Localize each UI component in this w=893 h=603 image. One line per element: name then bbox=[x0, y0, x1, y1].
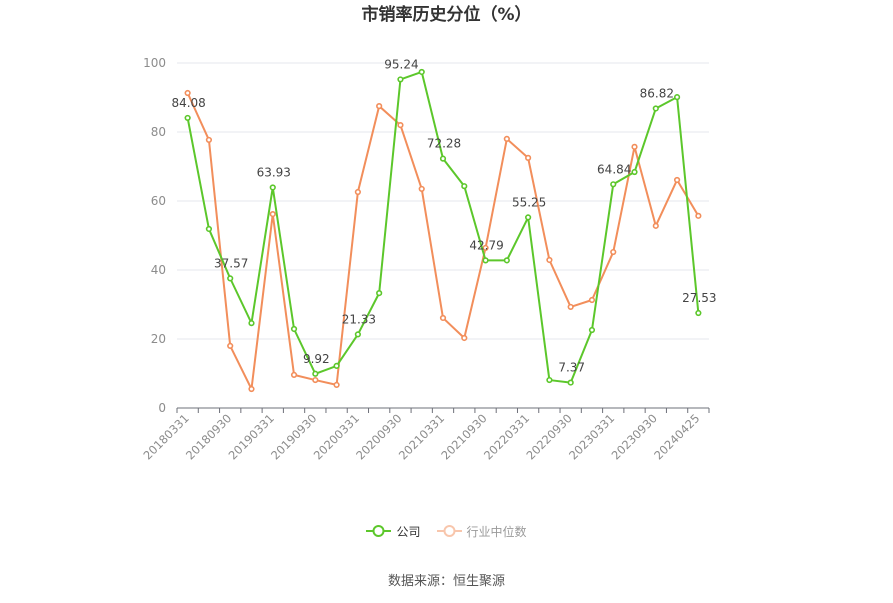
data-point[interactable] bbox=[248, 385, 255, 393]
y-tick-label: 40 bbox=[151, 263, 166, 277]
data-point[interactable] bbox=[588, 296, 596, 304]
y-tick-label: 60 bbox=[151, 194, 166, 208]
data-point[interactable] bbox=[227, 342, 234, 350]
line-chart: 0 20 40 60 80 100 2018033120180930201903312019… bbox=[140, 56, 716, 463]
data-point[interactable] bbox=[631, 168, 638, 176]
data-point[interactable] bbox=[652, 222, 659, 229]
data-point[interactable] bbox=[546, 376, 553, 384]
data-label: 63.93 bbox=[257, 165, 291, 179]
data-point[interactable] bbox=[184, 89, 191, 97]
x-axis: 2018033120180930201903312019093020200331… bbox=[140, 407, 710, 463]
y-tick-label: 80 bbox=[151, 125, 166, 139]
data-point[interactable] bbox=[673, 176, 681, 184]
data-point[interactable] bbox=[567, 303, 574, 311]
data-label: 64.84 bbox=[597, 162, 631, 176]
data-point[interactable] bbox=[482, 257, 489, 264]
data-point[interactable] bbox=[525, 154, 532, 161]
data-label: 37.57 bbox=[214, 256, 248, 270]
data-point[interactable] bbox=[439, 314, 447, 322]
data-point[interactable] bbox=[397, 76, 404, 83]
y-tick-label: 100 bbox=[143, 56, 166, 70]
data-point[interactable] bbox=[631, 143, 638, 150]
data-point[interactable] bbox=[333, 381, 340, 388]
data-point[interactable] bbox=[695, 212, 702, 219]
series-line bbox=[186, 70, 700, 384]
legend-line-circle-icon bbox=[366, 525, 392, 537]
data-point[interactable] bbox=[397, 121, 404, 129]
data-point[interactable] bbox=[673, 94, 681, 101]
data-point[interactable] bbox=[248, 320, 255, 327]
data-point[interactable] bbox=[290, 325, 298, 333]
x-tick-label: 20240425 bbox=[651, 411, 702, 462]
data-source-note: 数据来源：恒生聚源 bbox=[387, 574, 505, 589]
data-point[interactable] bbox=[482, 244, 489, 252]
data-label: 72.28 bbox=[427, 137, 461, 151]
data-point[interactable] bbox=[461, 183, 468, 190]
data-labels: 84.08 37.57 63.93 9.92 21.33 95.24 72.28 42.79 5… bbox=[171, 57, 716, 374]
data-label: 86.82 bbox=[640, 86, 674, 100]
data-point[interactable] bbox=[333, 362, 340, 370]
data-point[interactable] bbox=[503, 257, 510, 264]
legend-item-company[interactable]: 公司 bbox=[366, 521, 421, 541]
data-point[interactable] bbox=[269, 211, 276, 218]
data-label: 55.25 bbox=[512, 195, 546, 209]
y-gridlines bbox=[177, 62, 709, 340]
series-industry-median bbox=[184, 89, 702, 393]
y-axis: 0 20 40 60 80 100 bbox=[143, 56, 166, 415]
data-point[interactable] bbox=[312, 370, 319, 377]
data-point[interactable] bbox=[503, 135, 510, 142]
data-point[interactable] bbox=[525, 214, 532, 221]
data-point[interactable] bbox=[610, 181, 617, 188]
data-label: 27.53 bbox=[682, 291, 716, 305]
data-point[interactable] bbox=[184, 114, 191, 122]
data-point[interactable] bbox=[439, 155, 447, 162]
data-point[interactable] bbox=[652, 105, 659, 112]
legend-label-industry-median: 行业中位数 bbox=[466, 524, 527, 539]
data-point[interactable] bbox=[290, 371, 298, 378]
data-label: 42.79 bbox=[469, 238, 503, 252]
data-point[interactable] bbox=[354, 188, 361, 196]
data-point[interactable] bbox=[205, 225, 213, 233]
data-label: 21.33 bbox=[342, 312, 376, 326]
data-point[interactable] bbox=[588, 326, 596, 334]
data-point[interactable] bbox=[227, 275, 234, 282]
data-label: 95.24 bbox=[384, 57, 418, 71]
data-point[interactable] bbox=[610, 248, 617, 256]
data-label: 9.92 bbox=[303, 352, 330, 366]
legend: 公司 行业中位数 bbox=[0, 521, 893, 541]
legend-line-circle-icon bbox=[436, 525, 462, 537]
data-label: 7.37 bbox=[558, 361, 585, 375]
chart-title: 市销率历史分位（%） bbox=[361, 5, 532, 25]
data-point[interactable] bbox=[354, 331, 361, 338]
data-point[interactable] bbox=[418, 185, 425, 193]
y-tick-label: 20 bbox=[151, 332, 166, 346]
data-point[interactable] bbox=[376, 290, 383, 297]
legend-label-company: 公司 bbox=[396, 524, 421, 539]
series-company bbox=[184, 68, 702, 386]
data-point[interactable] bbox=[567, 379, 574, 386]
legend-item-industry-median[interactable]: 行业中位数 bbox=[436, 521, 527, 541]
data-point[interactable] bbox=[205, 136, 213, 144]
data-label: 84.08 bbox=[171, 96, 205, 110]
data-point[interactable] bbox=[269, 184, 276, 191]
y-tick-label: 0 bbox=[158, 401, 166, 415]
data-point[interactable] bbox=[695, 309, 702, 317]
data-point[interactable] bbox=[312, 376, 319, 384]
data-point[interactable] bbox=[418, 68, 425, 76]
data-point[interactable] bbox=[546, 256, 553, 264]
data-point[interactable] bbox=[376, 103, 383, 110]
data-point[interactable] bbox=[461, 334, 468, 342]
